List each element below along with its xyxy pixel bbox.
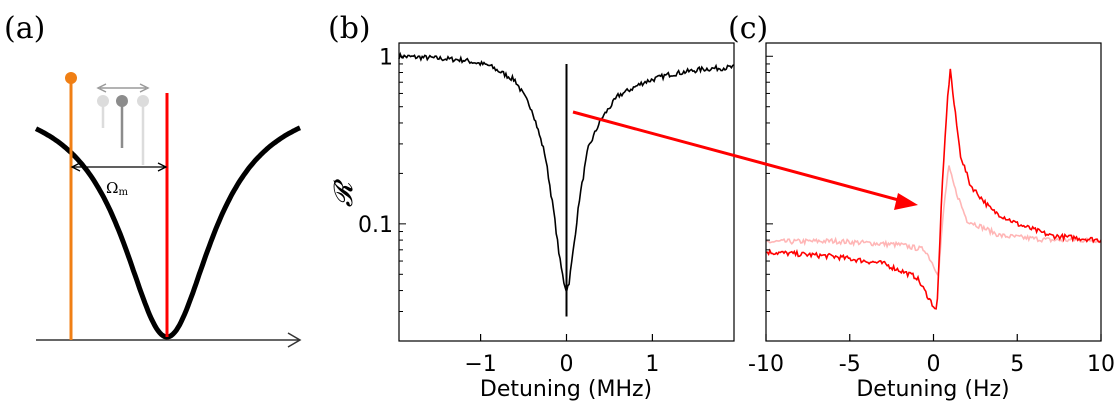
modulation-arrow-right-head bbox=[139, 83, 150, 93]
panel-c-xtick-label: 5 bbox=[1010, 352, 1024, 377]
omega-label: Ωm bbox=[106, 179, 128, 198]
panel-c-ticks: -10 -5 0 5 10 bbox=[748, 55, 1115, 377]
panel-b: (b) −1 0 1 0.1 1 Detuning (MHz) 𝓡 bbox=[328, 11, 735, 402]
omega-subscript: m bbox=[118, 187, 128, 198]
panel-b-ylabel: 𝓡 bbox=[329, 178, 359, 207]
panel-b-data bbox=[398, 51, 735, 317]
omega-symbol: Ω bbox=[106, 179, 118, 197]
panel-b-xtick-label: 1 bbox=[645, 352, 659, 377]
baseline-arrow-head bbox=[287, 332, 302, 348]
panel-b-xtick-label: −1 bbox=[464, 352, 496, 377]
panel-b-xtick-label: 0 bbox=[560, 352, 574, 377]
panel-b-ticks: −1 0 1 0.1 1 bbox=[358, 45, 659, 377]
sideband-right-dot bbox=[137, 95, 149, 107]
panel-a: (a) Ωm bbox=[4, 11, 302, 348]
panel-c-xtick-label: 0 bbox=[927, 352, 941, 377]
panel-c-data bbox=[765, 68, 1102, 310]
panel-b-ytick-label: 1 bbox=[379, 45, 393, 70]
panel-c-xtick-label: -10 bbox=[748, 352, 784, 377]
panel-b-xlabel: Detuning (MHz) bbox=[480, 377, 652, 402]
sideband-left-dot bbox=[97, 95, 109, 107]
panel-c-xtick-label: 10 bbox=[1087, 352, 1115, 377]
omega-arrow-right-head bbox=[157, 162, 168, 172]
omega-arrow-left-head bbox=[70, 162, 81, 172]
panel-c-xlabel: Detuning (Hz) bbox=[856, 377, 1009, 402]
zoom-arrow-head bbox=[894, 193, 918, 210]
panel-b-ytick-label: 0.1 bbox=[358, 213, 393, 238]
panel-c-series-0 bbox=[765, 165, 1102, 276]
panel-c-xtick-label: -5 bbox=[839, 352, 861, 377]
modulation-arrow-left-head bbox=[96, 83, 107, 93]
panel-label-c: (c) bbox=[728, 11, 768, 46]
panel-c: (c) -10 -5 0 5 10 Detuning (Hz) bbox=[728, 11, 1115, 402]
orange-dot bbox=[65, 72, 77, 84]
sideband-center-dot bbox=[116, 95, 128, 107]
panel-label-b: (b) bbox=[328, 11, 371, 46]
panel-label-a: (a) bbox=[4, 11, 45, 46]
zoom-arrow bbox=[572, 110, 907, 204]
panel-c-frame bbox=[765, 42, 1102, 342]
panel-c-series-1 bbox=[765, 68, 1102, 310]
